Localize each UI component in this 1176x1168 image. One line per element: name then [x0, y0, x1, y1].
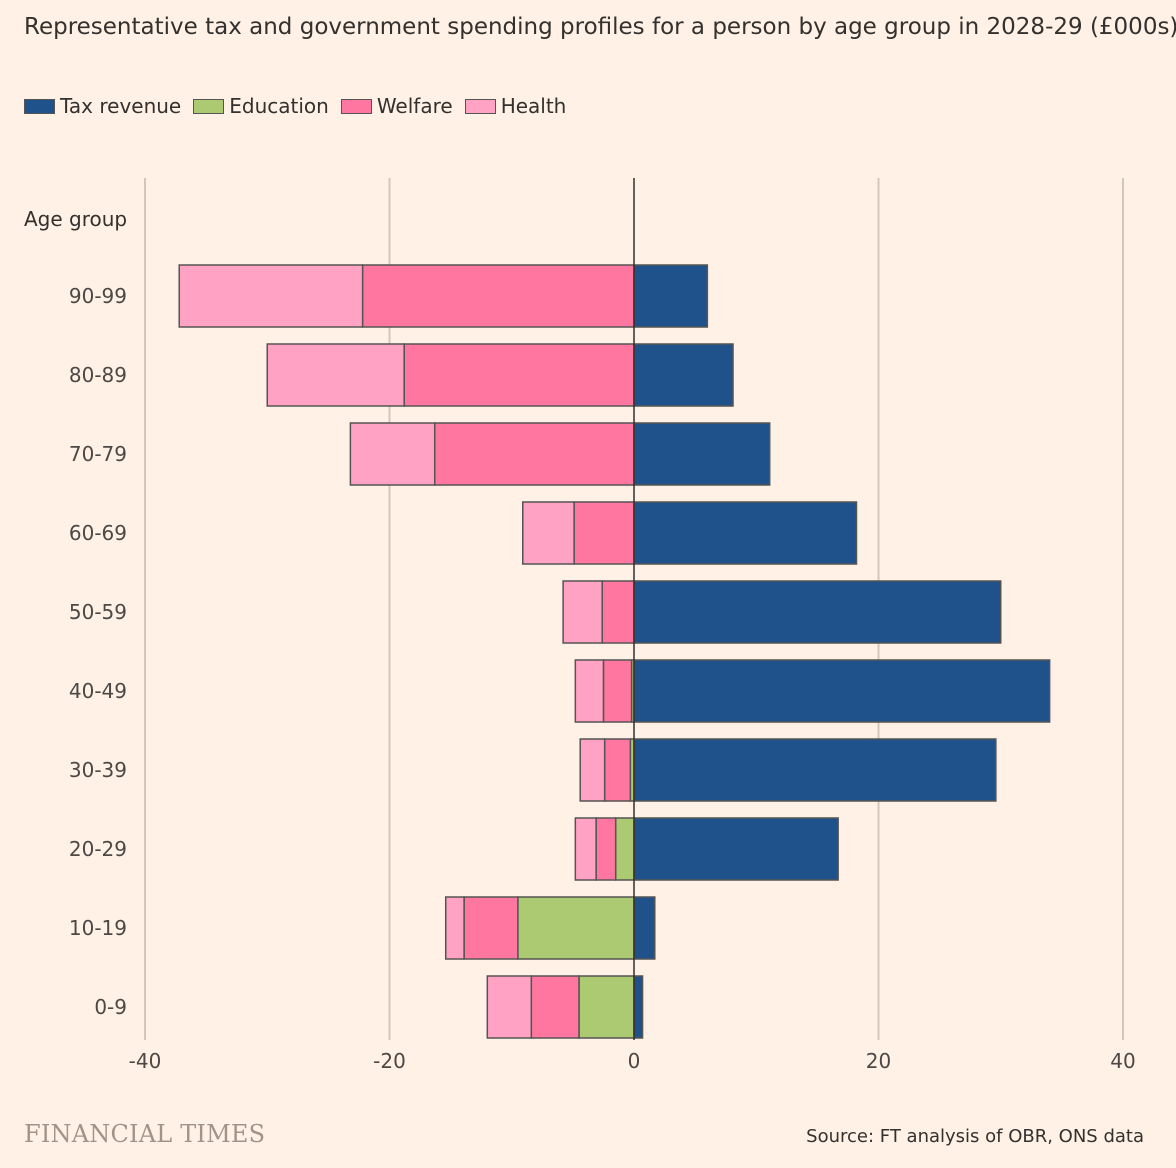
legend-swatch-tax-revenue — [24, 98, 55, 114]
bar-welfare-40-49 — [602, 659, 633, 723]
x-tick-label-40: -40 — [129, 1049, 162, 1073]
bar-tax-revenue-80-89 — [633, 343, 734, 407]
bar-welfare-70-79 — [433, 422, 635, 486]
y-tick-label-30-39: 30-39 — [69, 758, 127, 782]
y-tick-label-20-29: 20-29 — [69, 837, 127, 861]
bar-health-60-69 — [522, 501, 575, 565]
x-tick-label-0: 0 — [628, 1049, 641, 1073]
bar-welfare-20-29 — [595, 817, 617, 881]
bar-welfare-90-99 — [361, 264, 635, 328]
legend-label-tax-revenue: Tax revenue — [60, 94, 182, 118]
bar-education-10-19 — [517, 896, 635, 960]
bar-tax-revenue-20-29 — [633, 817, 839, 881]
bar-health-30-39 — [579, 738, 606, 802]
y-tick-label-80-89: 80-89 — [69, 363, 127, 387]
source-note: Source: FT analysis of OBR, ONS data — [806, 1126, 1144, 1147]
bar-tax-revenue-40-49 — [633, 659, 1051, 723]
bar-tax-revenue-50-59 — [633, 580, 1002, 644]
y-tick-label-0-9: 0-9 — [94, 995, 127, 1019]
ft-logo: FINANCIAL TIMES — [24, 1120, 266, 1148]
bar-health-80-89 — [266, 343, 405, 407]
legend-label-welfare: Welfare — [376, 94, 453, 118]
bar-tax-revenue-90-99 — [633, 264, 709, 328]
bar-health-0-9 — [486, 975, 533, 1039]
bar-education-20-29 — [614, 817, 635, 881]
y-tick-label-90-99: 90-99 — [69, 284, 127, 308]
y-tick-label-40-49: 40-49 — [69, 679, 127, 703]
legend-item-welfare: Welfare — [340, 94, 453, 118]
y-tick-label-70-79: 70-79 — [69, 442, 127, 466]
legend-label-health: Health — [500, 94, 567, 118]
y-tick-label-50-59: 50-59 — [69, 600, 127, 624]
bar-tax-revenue-70-79 — [633, 422, 771, 486]
bar-welfare-30-39 — [603, 738, 632, 802]
bar-welfare-50-59 — [601, 580, 635, 644]
y-tick-label-10-19: 10-19 — [69, 916, 127, 940]
x-tick-label-20: 20 — [866, 1049, 891, 1073]
bar-tax-revenue-0-9 — [633, 975, 644, 1039]
bar-health-10-19 — [444, 896, 465, 960]
bar-welfare-10-19 — [463, 896, 519, 960]
bar-education-0-9 — [578, 975, 635, 1039]
bar-health-70-79 — [349, 422, 436, 486]
bar-welfare-0-9 — [530, 975, 580, 1039]
x-tick-label-20: -20 — [373, 1049, 406, 1073]
legend-item-tax-revenue: Tax revenue — [24, 94, 181, 118]
bar-tax-revenue-30-39 — [633, 738, 997, 802]
legend-swatch-health — [464, 98, 496, 114]
legend-swatch-education — [193, 98, 225, 114]
category-axis-title: Age group — [24, 207, 127, 231]
bar-health-20-29 — [574, 817, 597, 881]
x-tick-label-40: 40 — [1110, 1049, 1135, 1073]
bar-health-40-49 — [574, 659, 605, 723]
y-tick-label-60-69: 60-69 — [69, 521, 127, 545]
legend-label-education: Education — [229, 94, 329, 118]
bar-tax-revenue-60-69 — [633, 501, 858, 565]
legend-swatch-welfare — [340, 98, 372, 114]
chart-legend: Tax revenue Education Welfare Health — [24, 94, 578, 118]
bar-welfare-60-69 — [573, 501, 635, 565]
bar-tax-revenue-10-19 — [633, 896, 656, 960]
bar-welfare-80-89 — [403, 343, 635, 407]
legend-item-health: Health — [464, 94, 567, 118]
bar-health-50-59 — [562, 580, 603, 644]
chart-title: Representative tax and government spendi… — [24, 14, 1176, 40]
legend-item-education: Education — [193, 94, 329, 118]
bar-health-90-99 — [178, 264, 364, 328]
